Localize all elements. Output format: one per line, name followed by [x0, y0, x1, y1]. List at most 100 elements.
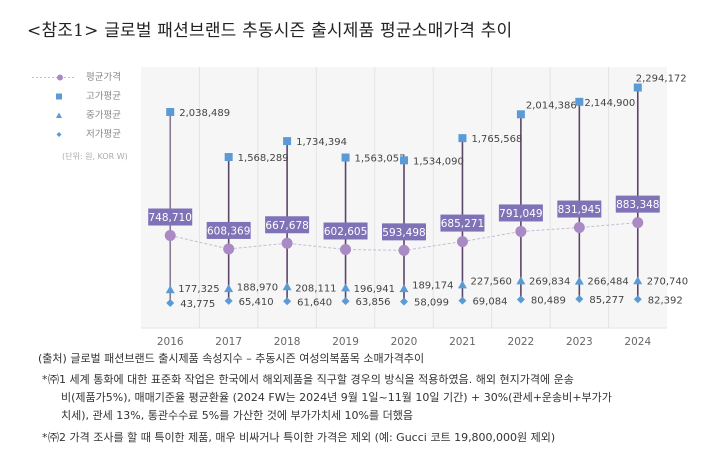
low-value-label: 43,775	[180, 299, 215, 310]
x-tick-label: 2016	[157, 336, 184, 348]
footnote-1: * ㈜1 세계 통화에 대한 표준화 작업은 한국에서 해외제품을 직구할 경우…	[42, 371, 612, 425]
low-marker	[458, 296, 467, 305]
legend-item-average: 평균가격	[30, 68, 140, 87]
average-value-label: 831,945	[558, 204, 601, 216]
low-value-label: 65,410	[239, 297, 274, 308]
page-title: <참조1> 글로벌 패션브랜드 추동시즌 출시제품 평균소매가격 추이	[27, 21, 513, 41]
legend-item-high: 고가평균	[30, 87, 140, 106]
average-marker	[281, 237, 293, 249]
x-tick-label: 2023	[566, 336, 593, 348]
low-value-label: 63,856	[356, 297, 391, 308]
footnote-2: * ㈜2 가격 조사를 할 때 특이한 제품, 매우 비싸거나 특이한 가격은 …	[42, 429, 556, 447]
mid-value-label: 269,834	[529, 277, 570, 288]
source-text: (출처) 글로벌 패션브랜드 출시제품 속성지수 – 추동시즌 여성의복품목 소…	[38, 352, 425, 365]
average-marker	[164, 230, 176, 242]
legend-item-mid: 중가평균	[30, 106, 140, 125]
average-marker	[456, 236, 468, 248]
unit-label: (단위: 원, KOR W)	[62, 152, 128, 161]
high-marker	[224, 153, 233, 162]
low-value-label: 58,099	[414, 298, 449, 309]
average-label-box	[382, 223, 426, 241]
mid-marker	[165, 285, 175, 294]
high-marker	[516, 110, 525, 119]
average-value-label: 883,348	[616, 199, 659, 211]
high-value-label: 1,534,090	[413, 156, 464, 167]
chart: 2,038,489 43,775 748,710 2016 1,568,289 177,3…	[141, 67, 688, 348]
high-marker	[400, 156, 408, 165]
low-value-label: 69,084	[472, 297, 507, 308]
average-label-box	[557, 200, 602, 218]
low-marker	[400, 297, 408, 306]
legend-label: 저가평균	[86, 129, 121, 140]
legend-item-low: 저가평균	[30, 125, 140, 144]
low-marker	[224, 296, 233, 305]
footnote-line: ㈜2 가격 조사를 할 때 특이한 제품, 매우 비싸거나 특이한 가격은 제외…	[48, 431, 556, 444]
average-value-label: 791,049	[499, 208, 542, 220]
low-marker	[633, 295, 642, 304]
legend-label: 고가평균	[86, 91, 121, 102]
high-value-label: 1,734,394	[296, 137, 347, 148]
chart-legend: 평균가격 고가평균 중가평균 저가평균 (단위: 원, KOR W)	[30, 68, 140, 161]
average-marker	[632, 217, 644, 229]
average-value-label: 602,605	[324, 226, 367, 238]
average-label-box	[615, 195, 660, 213]
footnote-marker: *	[42, 431, 48, 444]
average-marker	[223, 243, 235, 255]
high-value-label: 2,294,172	[636, 74, 687, 85]
x-tick-label: 2021	[449, 336, 476, 348]
x-tick-label: 2019	[332, 336, 359, 348]
footnote-line: 비(제품가5%), 매매기준율 평균환율 (2024 FW는 2024년 9월 …	[61, 391, 612, 404]
average-marker	[398, 244, 410, 256]
high-value-label: 1,568,289	[238, 153, 289, 164]
mid-value-label: 189,174	[412, 280, 453, 291]
mid-marker	[224, 284, 234, 293]
x-tick-label: 2017	[215, 336, 242, 348]
average-label-box	[265, 216, 310, 234]
x-tick-label: 2024	[624, 336, 651, 348]
average-label-box	[440, 214, 485, 232]
high-marker	[166, 107, 175, 116]
high-marker	[575, 97, 584, 106]
x-tick-label: 2018	[274, 336, 301, 348]
legend-label: 중가평균	[86, 110, 121, 121]
high-marker	[341, 153, 350, 162]
x-tick-label: 2020	[391, 336, 418, 348]
average-value-label: 748,710	[149, 212, 192, 224]
average-marker	[573, 222, 585, 234]
average-label-box	[323, 222, 368, 240]
high-value-label: 1,765,568	[471, 134, 522, 145]
low-marker	[283, 297, 292, 306]
average-label-box	[148, 208, 193, 226]
low-value-label: 80,489	[531, 295, 566, 306]
low-value-label: 85,277	[589, 295, 624, 306]
high-value-label: 2,038,489	[179, 108, 230, 119]
legend-diamond-icon	[56, 132, 62, 137]
mid-marker	[341, 283, 351, 292]
low-marker	[575, 295, 584, 304]
high-value-label: 2,144,900	[584, 98, 635, 109]
high-marker	[283, 137, 292, 146]
mid-value-label: 266,484	[587, 276, 628, 287]
mid-value-label: 196,941	[354, 284, 395, 295]
legend-label: 평균가격	[86, 72, 121, 83]
footnote-line: ㈜1 세계 통화에 대한 표준화 작업은 한국에서 해외제품을 직구할 경우의 …	[48, 373, 574, 386]
mid-marker	[574, 276, 584, 285]
mid-value-label: 188,970	[237, 282, 278, 293]
high-value-label: 2,014,386	[526, 100, 577, 111]
average-value-label: 608,369	[207, 225, 250, 237]
legend-circle-line-icon	[32, 74, 76, 81]
x-tick-label: 2022	[508, 336, 535, 348]
low-marker	[516, 295, 525, 304]
mid-marker	[457, 280, 467, 289]
footnote-line: 치세), 관세 13%, 통관수수료 5%를 가산한 것에 부가가치세 10%를…	[61, 409, 413, 422]
footnote-marker: *	[42, 373, 48, 386]
average-marker	[515, 225, 527, 237]
mid-value-label: 227,560	[471, 276, 512, 287]
high-value-label: 1,563,057	[355, 154, 406, 165]
legend-square-icon	[56, 93, 62, 100]
high-marker	[458, 134, 467, 143]
average-label-box	[206, 221, 251, 239]
mid-value-label: 208,111	[295, 283, 336, 294]
low-value-label: 82,392	[648, 295, 683, 306]
average-value-label: 667,678	[265, 220, 308, 232]
